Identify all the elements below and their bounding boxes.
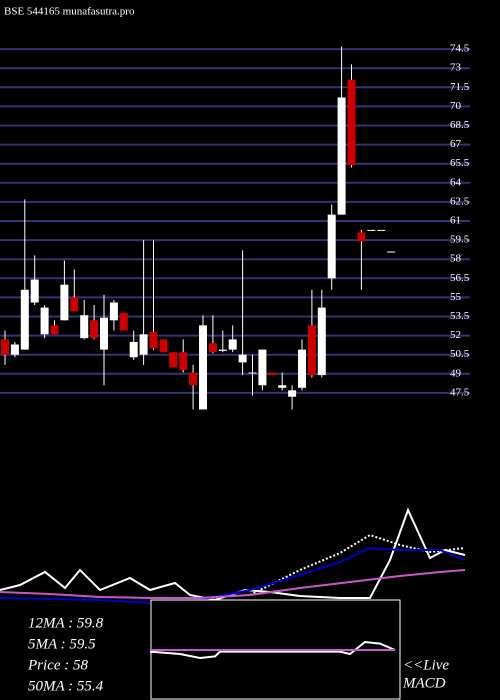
candle-body [347, 79, 356, 165]
candle-body [30, 279, 39, 303]
candle-body [159, 339, 168, 353]
y-tick-label: 56.5 [450, 272, 470, 284]
candle-body [278, 385, 287, 388]
candle-body [10, 344, 19, 355]
candle-body [367, 229, 376, 231]
y-tick-label: 70 [450, 100, 462, 112]
y-tick-label: 55 [450, 291, 462, 303]
line-series [249, 533, 466, 596]
y-tick-label: 50.5 [450, 348, 470, 360]
candle-body [337, 97, 346, 215]
y-tick-label: 49 [450, 367, 462, 379]
line-series [149, 640, 396, 660]
candle-body [357, 232, 366, 242]
candle-body [189, 372, 198, 386]
y-tick-label: 62.5 [450, 195, 470, 207]
candle-body [248, 372, 257, 374]
y-tick-label: 52 [450, 329, 461, 341]
live-label: <<Live [403, 657, 449, 673]
y-tick-label: 67 [450, 138, 462, 150]
y-tick-label: 59.5 [450, 234, 470, 246]
legend-label: 50MA : 55.4 [28, 678, 104, 694]
legend-label: 12MA : 59.8 [28, 615, 104, 631]
line-series [0, 569, 466, 599]
y-tick-label: 73 [450, 62, 462, 74]
candle-body [218, 349, 227, 351]
candle-body [268, 372, 277, 376]
candle-body [298, 349, 306, 388]
y-tick-label: 47.5 [450, 386, 470, 398]
macd-label: MACD [402, 675, 446, 691]
candle-body [288, 390, 297, 397]
y-tick-label: 58 [450, 253, 462, 265]
y-tick-label: 65.5 [450, 157, 470, 169]
candle-body [60, 284, 69, 321]
y-tick-label: 64 [450, 176, 462, 188]
candle-body [119, 312, 128, 331]
candle-body [199, 325, 207, 410]
y-tick-label: 61 [450, 215, 461, 227]
candle-body [317, 307, 326, 376]
candle-body [208, 343, 217, 353]
y-tick-label: 71.5 [450, 81, 470, 93]
y-tick-label: 74.5 [450, 43, 470, 55]
candle-body [387, 251, 396, 253]
candle-body [90, 320, 99, 339]
candle-body [149, 331, 158, 349]
candle-body [228, 339, 237, 350]
candle-body [238, 354, 247, 363]
candle-body [258, 349, 267, 386]
candle-body [109, 302, 118, 321]
y-tick-label: 68.5 [450, 119, 470, 131]
line-series [0, 546, 466, 605]
candle-body [50, 325, 59, 335]
y-tick-label: 53.5 [450, 310, 470, 322]
candle-body [327, 214, 336, 279]
line-series [0, 507, 466, 602]
candle-body [40, 307, 49, 335]
candle-body [80, 315, 89, 339]
candle-body [377, 229, 386, 231]
candle-body [129, 341, 138, 358]
candle-body [169, 352, 178, 368]
chart-title: BSE 544165 munafasutra.pro [4, 6, 135, 18]
candle-body [139, 334, 148, 355]
candle-body [307, 325, 316, 376]
candle-body [1, 339, 9, 355]
candle-body [179, 352, 188, 370]
legend-label: 5MA : 59.5 [28, 636, 96, 652]
candle-body [70, 297, 79, 312]
legend-label: Price : 58 [27, 657, 88, 673]
candle-body [100, 317, 108, 350]
candle-body [20, 289, 29, 350]
